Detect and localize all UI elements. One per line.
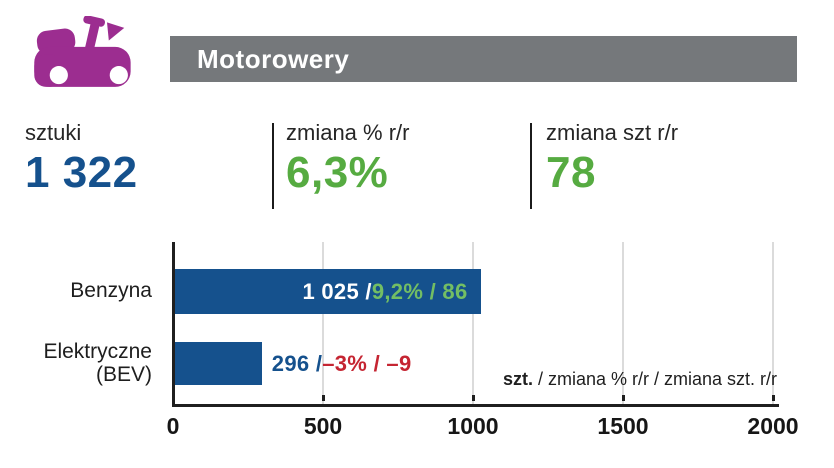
bar-benzyna: 1 025 / 9,2% / 86	[173, 269, 773, 314]
bar-value-label: 1 025 / 9,2% / 86	[173, 269, 481, 314]
stat-label: zmiana szt r/r	[546, 120, 679, 145]
gridline	[772, 242, 774, 404]
bar-chart: 1 025 / 9,2% / 86 296 / –3% / –9 szt. / z…	[0, 230, 834, 468]
gridline	[322, 242, 324, 404]
x-axis-line	[172, 404, 779, 407]
bar-rect	[173, 269, 481, 314]
stat-change-units: zmiana szt r/r 78	[546, 120, 678, 197]
x-tick-label: 0	[166, 413, 180, 439]
axis-tick	[622, 395, 625, 401]
bar-rect	[173, 342, 262, 385]
bar-change: 9,2% / 86	[371, 278, 468, 304]
bar-value-label: 296 / –3% / –9	[272, 342, 412, 385]
stat-label: sztuki	[25, 120, 82, 145]
stat-value: 1 322	[25, 148, 138, 197]
bar-value: 296 /	[271, 350, 323, 376]
axis-tick	[472, 395, 475, 401]
stat-divider	[530, 123, 532, 209]
rear-wheel-icon	[49, 66, 68, 85]
chart-note-rest: / zmiana % r/r / zmiana szt. r/r	[532, 369, 777, 389]
stat-value: 78	[546, 148, 596, 197]
x-tick-label: 500	[303, 413, 343, 439]
y-axis-line	[172, 242, 175, 406]
gridline	[472, 242, 474, 404]
bar-change: –3% / –9	[322, 350, 412, 376]
front-wheel-icon	[109, 66, 128, 85]
x-tick-label: 1000	[447, 413, 499, 439]
stat-change-percent: zmiana % r/r 6,3%	[286, 120, 409, 197]
stat-label: zmiana % r/r	[286, 120, 410, 145]
chart-note: szt. / zmiana % r/r / zmiana szt. r/r	[503, 369, 777, 390]
plot-area: 1 025 / 9,2% / 86 296 / –3% / –9	[172, 242, 779, 407]
axis-tick	[322, 395, 325, 401]
bar-category-label: Elektryczne (BEV)	[0, 340, 152, 386]
x-tick-label: 1500	[597, 413, 649, 439]
bar-category-label: Benzyna	[0, 279, 152, 302]
chart-note-bold: szt.	[502, 369, 533, 389]
axis-tick	[772, 395, 775, 401]
bar-value: 1 025 /	[302, 278, 372, 304]
section-header: Motorowery	[170, 36, 797, 82]
scooter-icon	[34, 16, 131, 87]
gridline	[622, 242, 624, 404]
axis-tick	[172, 395, 175, 401]
bar-elektryczne: 296 / –3% / –9	[173, 342, 773, 385]
page-title: Motorowery	[197, 43, 350, 74]
bar-category-line: Elektryczne	[43, 339, 152, 363]
stat-value: 6,3%	[286, 148, 389, 197]
stat-divider	[272, 123, 274, 209]
x-tick-label: 2000	[747, 413, 799, 439]
bar-category-line: Benzyna	[70, 279, 152, 302]
stat-total-units: sztuki 1 322	[25, 120, 138, 197]
bar-category-line: (BEV)	[95, 362, 152, 386]
